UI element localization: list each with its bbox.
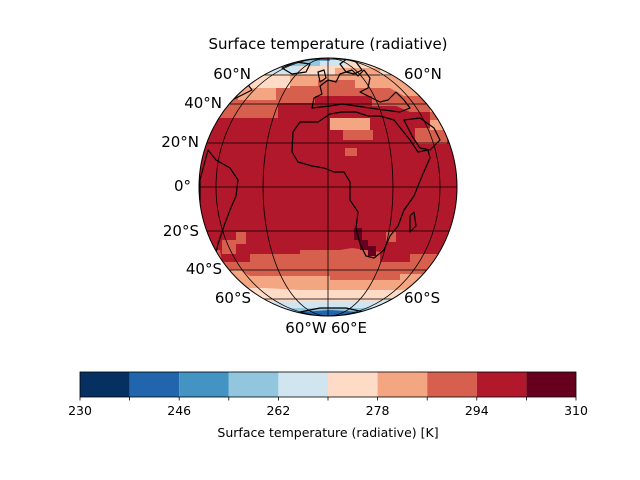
- temperature-field-patch-1: [330, 118, 370, 130]
- colorbar-segment: [278, 372, 328, 397]
- colorbar-tick-label: 262: [266, 403, 290, 418]
- colorbar-segment: [476, 372, 527, 397]
- coastline-scandinavia: [339, 58, 363, 75]
- lat-label-20n: 20°N: [161, 133, 199, 151]
- colorbar-segment: [377, 372, 428, 397]
- temperature-field-south-cold3: [300, 310, 360, 316]
- temperature-field-patch-5: [430, 120, 450, 130]
- lat-label-equator: 0°: [174, 177, 191, 195]
- lon-label-60w: 60°W: [285, 319, 327, 337]
- lat-label-60s-right: 60°S: [404, 289, 440, 307]
- lat-label-60n-right: 60°N: [404, 65, 442, 83]
- lat-label-60n-left: 60°N: [213, 65, 251, 83]
- colorbar-tick-label: 230: [68, 403, 92, 418]
- map-title: Surface temperature (radiative): [208, 35, 447, 53]
- lon-label-60e: 60°E: [331, 319, 367, 337]
- lat-label-40s: 40°S: [186, 260, 222, 278]
- coastline-africa: [291, 111, 431, 259]
- coastline-arabia: [403, 117, 441, 151]
- lat-label-40n: 40°N: [184, 94, 222, 112]
- coastline-europe: [311, 69, 411, 113]
- colorbar-segment: [80, 372, 130, 397]
- lat-label-20s: 20°S: [163, 222, 199, 240]
- colorbar-segment: [427, 372, 477, 397]
- colorbar-segment: [526, 372, 576, 397]
- globe-outline: [198, 57, 458, 317]
- colorbar-segments: [80, 372, 576, 397]
- colorbar-segment: [228, 372, 279, 397]
- colorbar-tick-label: 310: [564, 403, 588, 418]
- temperature-field-patch-8: [236, 232, 246, 244]
- colorbar-segment: [179, 372, 229, 397]
- temperature-field-hotspot: [354, 228, 376, 256]
- graticule: [199, 58, 457, 316]
- colorbar-tick-label: 294: [465, 403, 489, 418]
- colorbar-ticks: 230 246 262 278 294 310: [68, 397, 588, 418]
- lon-labels: 60°W 60°E: [285, 319, 367, 337]
- lat-label-60s-left: 60°S: [215, 289, 251, 307]
- colorbar-tick-label: 278: [366, 403, 390, 418]
- temperature-field-patch-6: [386, 232, 396, 242]
- temperature-field-patch-2: [343, 130, 373, 140]
- colorbar-segment: [129, 372, 180, 397]
- lat-labels-right: 60°N 60°S: [404, 65, 442, 307]
- temperature-field-patch-3: [345, 148, 357, 156]
- colorbar-label: Surface temperature (radiative) [K]: [217, 425, 438, 440]
- globe: [198, 57, 458, 317]
- colorbar: 230 246 262 278 294 310 Surface temperature (…: [68, 371, 588, 440]
- colorbar-tick-label: 246: [167, 403, 191, 418]
- coastline-madagascar: [409, 211, 417, 233]
- lat-labels-left: 60°N 40°N 20°N 0° 20°S 40°S 60°S: [161, 65, 251, 307]
- colorbar-segment: [328, 372, 378, 397]
- coastline-british-isles: [317, 69, 327, 83]
